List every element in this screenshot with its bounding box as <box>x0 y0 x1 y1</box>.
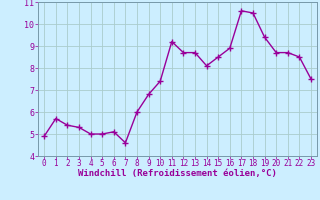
X-axis label: Windchill (Refroidissement éolien,°C): Windchill (Refroidissement éolien,°C) <box>78 169 277 178</box>
